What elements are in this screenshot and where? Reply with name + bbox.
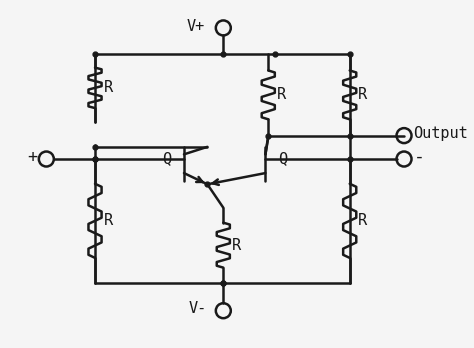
Text: R: R [358, 213, 367, 228]
Text: R: R [358, 87, 367, 102]
Text: R: R [232, 238, 241, 253]
Text: R: R [277, 87, 286, 102]
Text: +: + [27, 148, 37, 166]
Text: R: R [104, 213, 113, 228]
Text: V+: V+ [186, 18, 205, 33]
Text: V-: V- [188, 301, 207, 316]
Text: R: R [104, 80, 113, 95]
Text: Q: Q [278, 151, 287, 167]
Text: Q: Q [163, 151, 172, 167]
Text: -: - [413, 148, 424, 166]
Text: Output: Output [413, 126, 468, 141]
